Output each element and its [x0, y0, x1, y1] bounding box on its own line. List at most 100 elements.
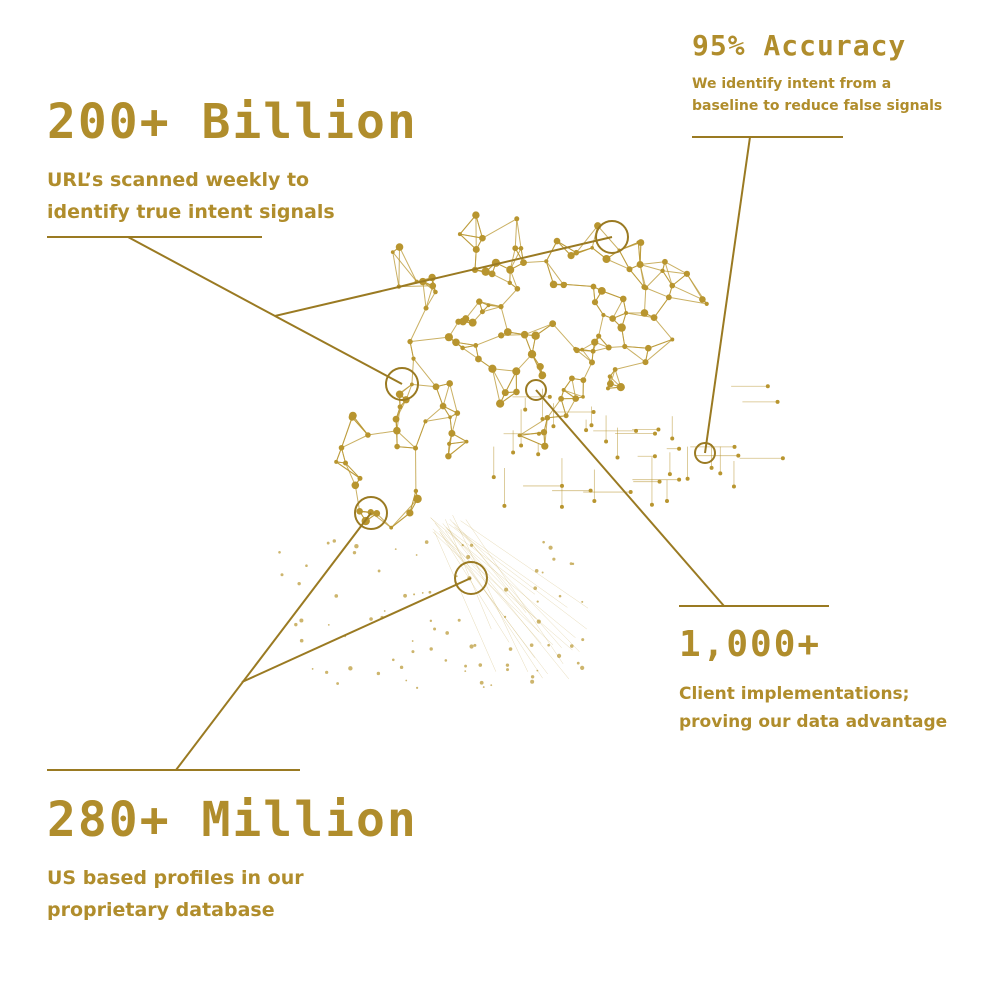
circuit-node: [736, 453, 741, 458]
particle-dot: [530, 679, 535, 684]
mesh-edge: [672, 285, 703, 300]
mesh-edge: [482, 306, 502, 313]
particle-dot: [299, 638, 304, 643]
mesh-edge: [442, 383, 451, 407]
particle-trail: [446, 528, 536, 619]
mesh-node: [392, 415, 400, 423]
mesh-edge: [500, 288, 518, 307]
mesh-edge: [459, 233, 477, 250]
circuit-node: [584, 428, 589, 433]
particle-dot: [533, 586, 538, 591]
mesh-node: [357, 475, 363, 481]
circuit-node: [732, 444, 737, 449]
mesh-edge: [459, 233, 483, 239]
particle-dot: [391, 658, 395, 662]
mesh-node: [455, 318, 462, 325]
mesh-node: [636, 260, 644, 268]
mesh-edge: [524, 323, 553, 336]
circuit-node: [634, 428, 639, 433]
mesh-node: [429, 282, 437, 290]
mesh-edge: [606, 258, 630, 270]
mesh-edge: [341, 417, 353, 448]
particle-trail: [434, 522, 536, 659]
mesh-node: [637, 239, 645, 246]
node-ring-icon: [385, 367, 419, 401]
mesh-node: [351, 481, 360, 490]
particle-dot: [415, 554, 418, 556]
stat-urls-line2: identify true intent signals: [47, 201, 335, 223]
circuit-node: [502, 503, 507, 508]
particle-dot: [530, 675, 535, 679]
circuit-node: [709, 465, 714, 470]
particle-dot: [581, 600, 584, 603]
circuit-node: [652, 431, 657, 436]
mesh-edge: [409, 307, 427, 342]
circuit-node: [765, 384, 770, 389]
particle-dot: [280, 573, 284, 577]
mesh-edge: [410, 336, 449, 343]
mesh-node: [590, 283, 597, 290]
mesh-node: [423, 305, 429, 311]
mesh-node: [447, 441, 452, 446]
particle-trail: [448, 523, 587, 630]
particle-dot: [466, 554, 471, 559]
particle-trail: [445, 526, 540, 632]
node-ring-icon: [525, 379, 547, 401]
mesh-edge: [459, 214, 477, 235]
mesh-node: [590, 245, 594, 250]
mesh-edge: [582, 362, 593, 381]
circuit-node: [604, 439, 609, 444]
mesh-node: [413, 488, 419, 494]
mesh-node: [514, 216, 520, 222]
mesh-edge: [523, 260, 547, 264]
mesh-edge: [465, 301, 480, 319]
particle-trail: [460, 520, 589, 609]
mesh-edge: [624, 345, 649, 349]
stat-profiles-description: US based profiles in our proprietary dat…: [47, 862, 387, 926]
mesh-edge: [411, 383, 437, 388]
mesh-node: [590, 348, 596, 354]
mesh-edge: [560, 398, 567, 416]
stat-profiles-headline: 280+ Million: [47, 792, 418, 848]
mesh-node: [389, 525, 394, 530]
mesh-node: [407, 338, 413, 345]
mesh-node: [452, 338, 460, 347]
mesh-edge: [640, 261, 665, 265]
particle-dot: [416, 686, 419, 689]
mesh-node: [343, 460, 349, 466]
mesh-node: [573, 249, 580, 256]
urls-leader-a: [127, 236, 613, 318]
mesh-node: [553, 237, 561, 245]
particle-dot: [581, 638, 585, 642]
mesh-edge: [345, 462, 361, 479]
circuit-node: [665, 499, 670, 504]
circuit-node: [591, 409, 596, 414]
mesh-node: [397, 391, 401, 396]
mesh-edge: [482, 218, 518, 239]
particle-dot: [297, 581, 301, 586]
stat-accuracy-line2: baseline to reduce false signals: [692, 98, 943, 114]
particle-dot: [278, 550, 281, 554]
particle-trail: [449, 519, 562, 649]
particle-dot: [444, 659, 448, 662]
mesh-node: [488, 270, 496, 278]
stat-accuracy-block: 95% Accuracy We identify intent from a b…: [692, 32, 982, 117]
particle-dot: [403, 593, 407, 598]
particle-dot: [469, 644, 474, 649]
particle-dot: [377, 569, 381, 573]
mesh-edge: [449, 441, 467, 445]
particle-dot: [421, 592, 424, 594]
mesh-node: [660, 268, 665, 273]
mesh-node: [520, 259, 527, 267]
mesh-node: [609, 315, 616, 322]
mesh-edge: [668, 296, 707, 305]
mesh-node: [390, 250, 395, 255]
particle-trail: [440, 532, 548, 675]
mesh-edge: [448, 441, 467, 457]
profiles-leader-a: [175, 512, 372, 771]
mesh-node: [394, 443, 400, 450]
circuit-node: [536, 431, 541, 436]
mesh-node: [518, 246, 524, 251]
mesh-node: [538, 371, 547, 380]
stat-profiles-line2: proprietary database: [47, 899, 275, 921]
